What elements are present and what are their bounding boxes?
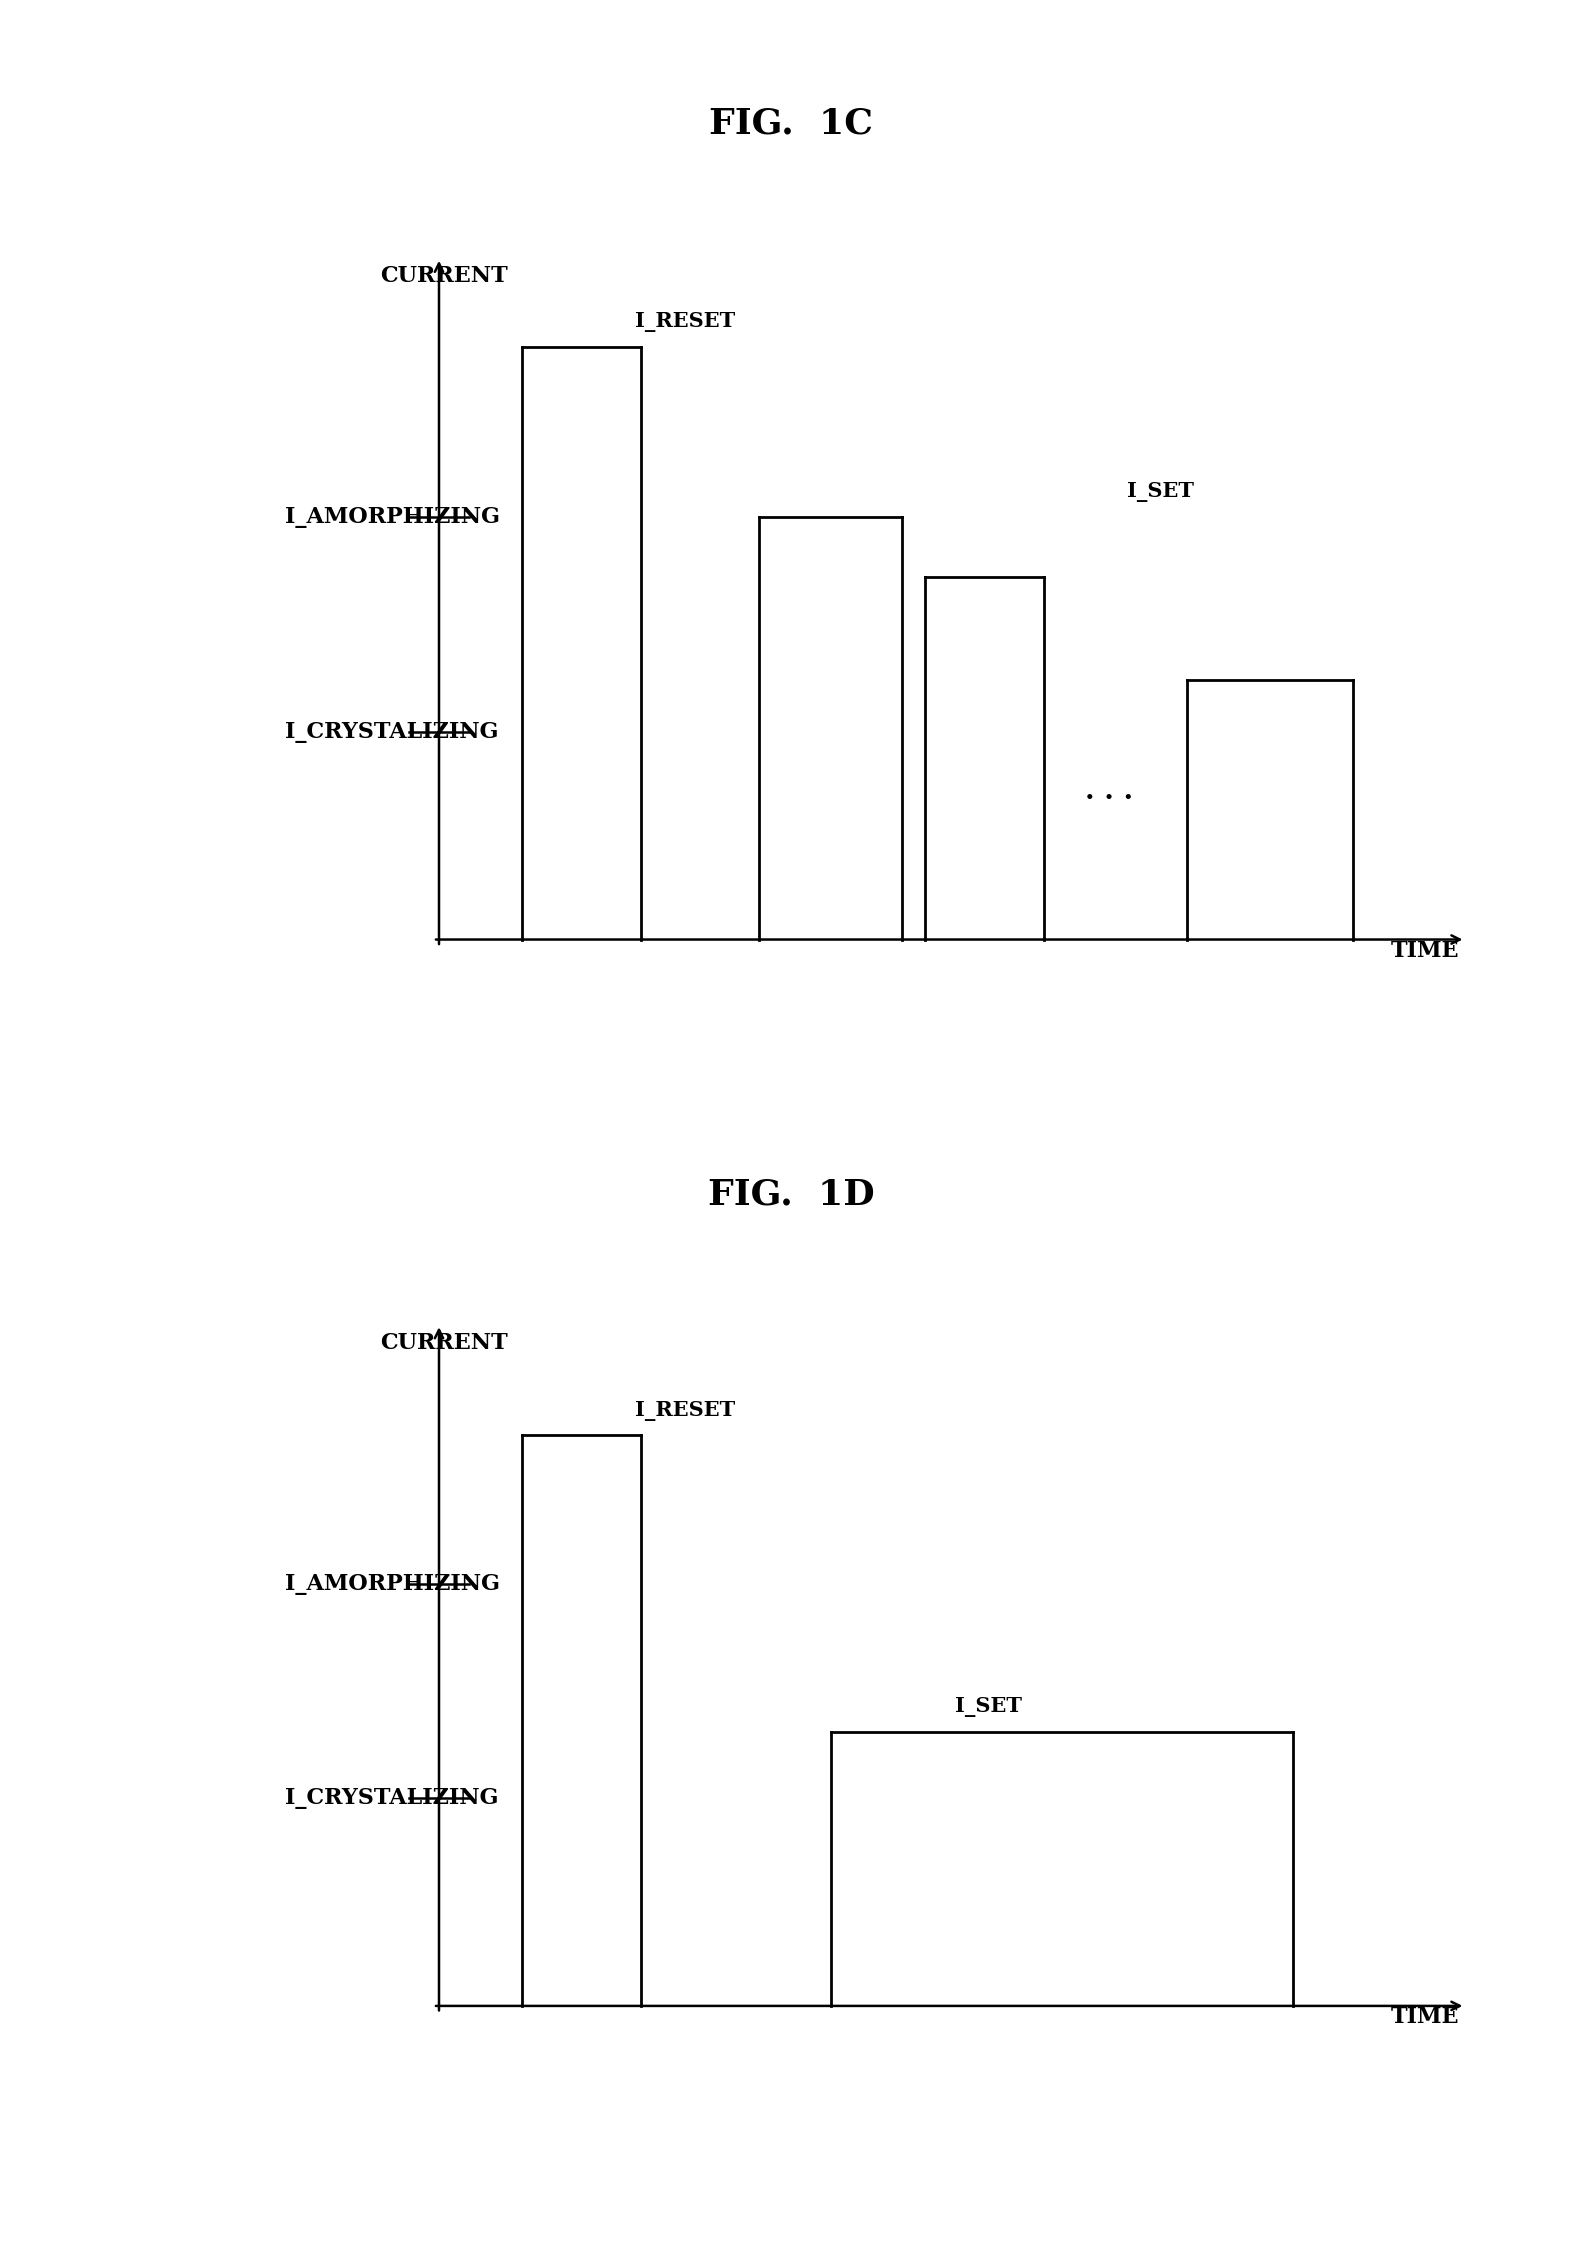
Text: I_CRYSTALIZING: I_CRYSTALIZING: [285, 721, 498, 743]
Text: FIG.  1C: FIG. 1C: [709, 106, 873, 141]
Text: I_SET: I_SET: [956, 1697, 1022, 1717]
Text: I_CRYSTALIZING: I_CRYSTALIZING: [285, 1787, 498, 1809]
Text: I_AMORPHIZING: I_AMORPHIZING: [285, 1574, 500, 1594]
Text: TIME: TIME: [1391, 2007, 1460, 2027]
Text: I_RESET: I_RESET: [634, 312, 736, 332]
Text: CURRENT: CURRENT: [380, 265, 508, 287]
Text: FIG.  1D: FIG. 1D: [707, 1176, 875, 1212]
Text: . . .: . . .: [1085, 777, 1133, 806]
Text: TIME: TIME: [1391, 941, 1460, 961]
Text: I_RESET: I_RESET: [634, 1401, 736, 1421]
Text: I_AMORPHIZING: I_AMORPHIZING: [285, 507, 500, 528]
Text: I_SET: I_SET: [1126, 483, 1194, 503]
Text: CURRENT: CURRENT: [380, 1331, 508, 1354]
